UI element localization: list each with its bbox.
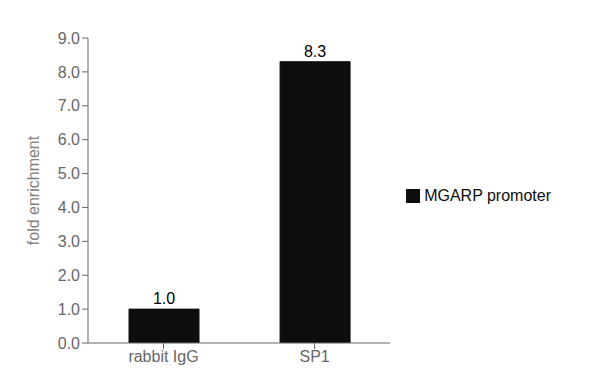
svg-text:4.0: 4.0 xyxy=(58,199,80,216)
svg-text:5.0: 5.0 xyxy=(58,165,80,182)
svg-text:9.0: 9.0 xyxy=(58,30,80,47)
svg-text:1.0: 1.0 xyxy=(153,290,175,307)
svg-text:SP1: SP1 xyxy=(299,348,329,365)
svg-text:0.0: 0.0 xyxy=(58,335,80,352)
html-text:MGARP promoter: MGARP promoter xyxy=(424,186,551,204)
svg-text:6.0: 6.0 xyxy=(58,131,80,148)
svg-text:3.0: 3.0 xyxy=(58,233,80,250)
svg-text:8.3: 8.3 xyxy=(304,43,326,60)
svg-text:7.0: 7.0 xyxy=(58,97,80,114)
svg-text:fold enrichment: fold enrichment xyxy=(25,135,42,245)
svg-text:rabbit IgG: rabbit IgG xyxy=(128,348,198,365)
svg-text:1.0: 1.0 xyxy=(58,301,80,318)
svg-text:8.0: 8.0 xyxy=(58,64,80,81)
svg-text:2.0: 2.0 xyxy=(58,267,80,284)
